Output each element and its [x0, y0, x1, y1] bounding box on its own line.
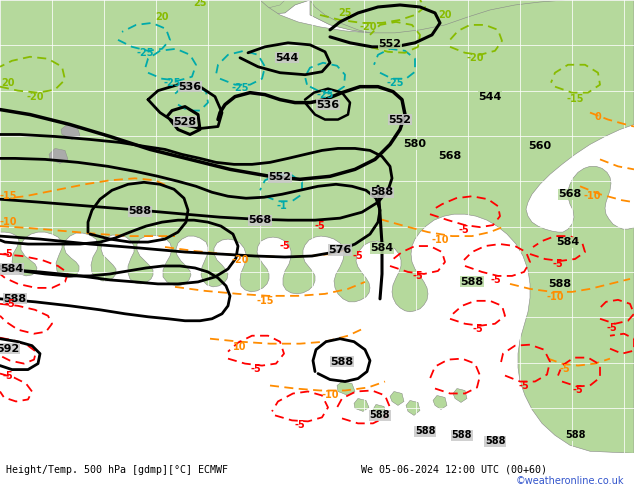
- Polygon shape: [49, 148, 68, 163]
- Text: 588: 588: [370, 187, 394, 197]
- Polygon shape: [0, 0, 130, 77]
- Text: -25: -25: [316, 90, 333, 99]
- Text: 552: 552: [269, 172, 292, 182]
- Polygon shape: [390, 392, 404, 405]
- Text: -20: -20: [231, 255, 249, 265]
- Polygon shape: [310, 0, 634, 37]
- Text: 588: 588: [565, 430, 585, 441]
- Text: 588: 588: [548, 279, 572, 289]
- Polygon shape: [310, 0, 634, 40]
- Text: -5: -5: [491, 275, 501, 285]
- Text: 588: 588: [370, 411, 391, 420]
- Text: -15: -15: [256, 296, 274, 306]
- Text: 568: 568: [249, 215, 271, 225]
- Text: -10: -10: [0, 217, 16, 227]
- Polygon shape: [255, 0, 285, 8]
- Text: -20: -20: [26, 92, 44, 101]
- Text: 588: 588: [485, 436, 505, 446]
- Text: 552: 552: [378, 39, 401, 49]
- Text: -5: -5: [607, 323, 618, 333]
- Text: 588: 588: [452, 430, 472, 441]
- Text: -25: -25: [163, 78, 181, 88]
- Text: 544: 544: [275, 53, 299, 63]
- Text: -5: -5: [519, 381, 529, 391]
- Text: -5: -5: [458, 225, 469, 235]
- Polygon shape: [205, 0, 240, 10]
- Text: -1: -1: [276, 201, 287, 211]
- Polygon shape: [0, 77, 25, 87]
- Text: 584: 584: [557, 237, 579, 247]
- Text: -5: -5: [314, 221, 325, 231]
- Text: 536: 536: [178, 82, 202, 92]
- Text: 20: 20: [438, 10, 452, 20]
- Text: 588: 588: [129, 206, 152, 216]
- Text: -15: -15: [0, 191, 16, 201]
- Text: 536: 536: [316, 99, 340, 110]
- Text: 588: 588: [3, 294, 27, 304]
- Text: 552: 552: [389, 115, 411, 124]
- Text: -5: -5: [4, 299, 15, 309]
- Polygon shape: [235, 0, 310, 15]
- Polygon shape: [406, 400, 420, 416]
- Polygon shape: [61, 124, 80, 140]
- Text: -25: -25: [231, 83, 249, 93]
- Polygon shape: [0, 71, 20, 81]
- Text: -5: -5: [295, 420, 306, 430]
- Text: -5: -5: [3, 249, 13, 259]
- Text: 544: 544: [478, 92, 501, 101]
- Text: -5: -5: [472, 324, 483, 334]
- Polygon shape: [433, 395, 447, 410]
- Text: -25: -25: [386, 78, 404, 88]
- Text: -25: -25: [136, 48, 154, 58]
- Text: 584: 584: [370, 243, 394, 253]
- Text: 25: 25: [193, 0, 207, 8]
- Text: -5: -5: [3, 370, 13, 381]
- Text: 584: 584: [1, 264, 23, 274]
- Text: 588: 588: [330, 357, 354, 367]
- Text: -10: -10: [547, 292, 564, 302]
- Polygon shape: [0, 0, 634, 453]
- Polygon shape: [337, 382, 355, 395]
- Polygon shape: [148, 0, 215, 17]
- Text: 568: 568: [559, 189, 581, 199]
- Text: 588: 588: [415, 426, 436, 436]
- Text: 568: 568: [438, 151, 462, 161]
- Text: -10: -10: [583, 191, 601, 201]
- Text: -20: -20: [466, 53, 484, 63]
- Text: -20: -20: [359, 22, 377, 32]
- Text: 560: 560: [528, 142, 552, 151]
- Text: 10: 10: [233, 342, 247, 352]
- Text: 592: 592: [0, 343, 20, 354]
- Text: 0: 0: [595, 112, 602, 122]
- Text: 588: 588: [460, 277, 484, 287]
- Text: -5: -5: [353, 251, 363, 261]
- Polygon shape: [65, 25, 90, 40]
- Text: -10: -10: [431, 235, 449, 245]
- Text: -5: -5: [280, 241, 290, 251]
- Polygon shape: [25, 74, 44, 87]
- Polygon shape: [453, 389, 467, 402]
- Text: -15: -15: [566, 94, 584, 103]
- Text: -5: -5: [573, 386, 583, 395]
- Text: Height/Temp. 500 hPa [gdmp][°C] ECMWF: Height/Temp. 500 hPa [gdmp][°C] ECMWF: [6, 465, 228, 475]
- Polygon shape: [30, 13, 60, 30]
- Polygon shape: [0, 0, 100, 67]
- Text: 580: 580: [403, 140, 427, 149]
- Text: 576: 576: [328, 245, 352, 255]
- Text: We 05-06-2024 12:00 UTC (00+60): We 05-06-2024 12:00 UTC (00+60): [361, 465, 547, 475]
- Text: -5: -5: [250, 364, 261, 373]
- Polygon shape: [354, 398, 369, 412]
- Polygon shape: [373, 404, 386, 418]
- Text: -5: -5: [560, 364, 571, 373]
- Text: ©weatheronline.co.uk: ©weatheronline.co.uk: [516, 476, 624, 486]
- Text: 528: 528: [174, 117, 197, 126]
- Polygon shape: [0, 0, 220, 85]
- Text: 20: 20: [1, 78, 15, 88]
- Text: -5: -5: [553, 259, 564, 269]
- Text: -10: -10: [321, 391, 339, 400]
- Text: 20: 20: [155, 12, 169, 22]
- Text: 25: 25: [339, 8, 352, 18]
- Text: -5: -5: [413, 271, 424, 281]
